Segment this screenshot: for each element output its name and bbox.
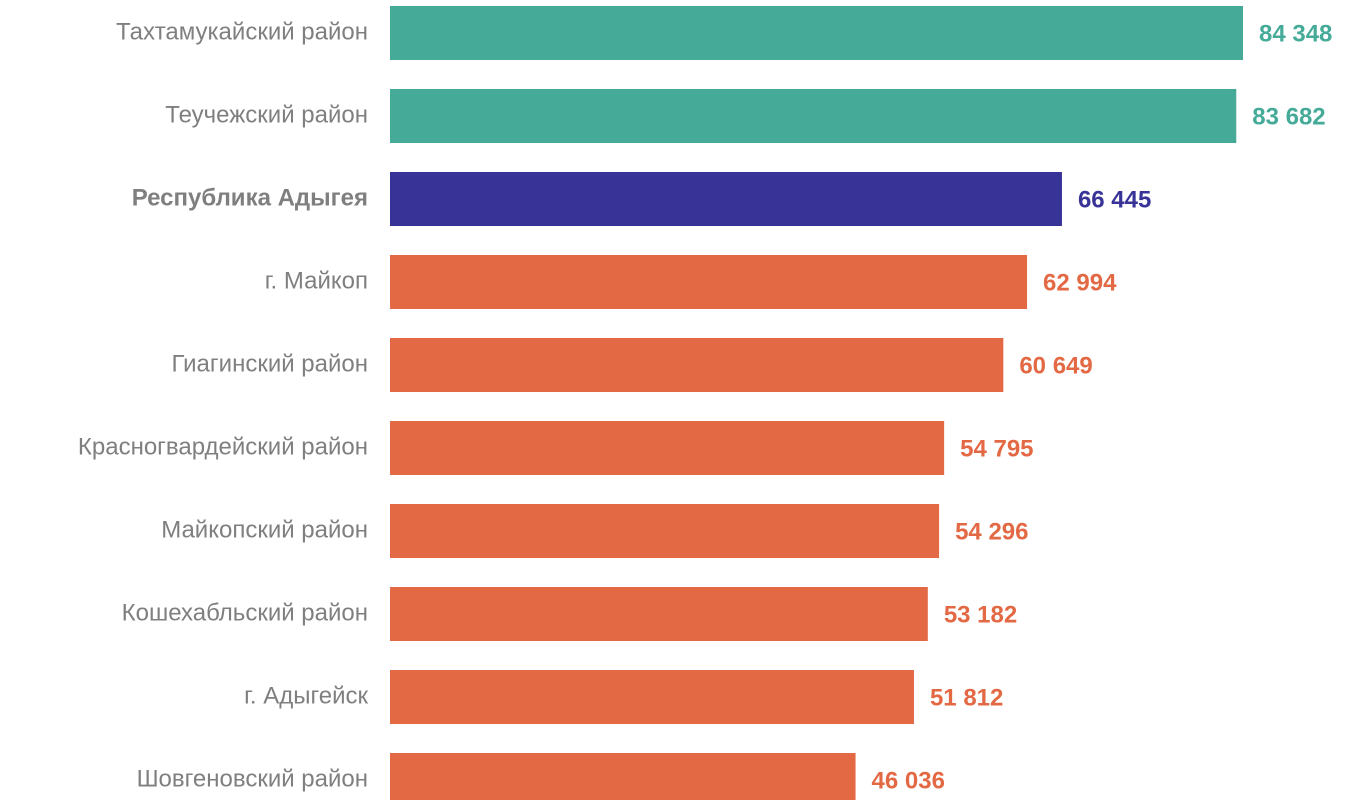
value-label: 54 795 bbox=[960, 435, 1033, 462]
value-label: 46 036 bbox=[872, 767, 945, 794]
bar bbox=[390, 338, 1004, 392]
bar bbox=[390, 753, 856, 805]
category-label: Тахтамукайский район bbox=[116, 18, 368, 45]
category-label: г. Майкоп bbox=[265, 267, 368, 294]
bar bbox=[390, 6, 1243, 60]
category-label: Республика Адыгея bbox=[132, 184, 368, 211]
bar bbox=[390, 504, 940, 558]
value-label: 60 649 bbox=[1019, 352, 1092, 379]
bar bbox=[390, 172, 1062, 226]
bar bbox=[390, 670, 914, 724]
value-label: 62 994 bbox=[1043, 269, 1117, 296]
category-label: Теучежский район bbox=[165, 101, 368, 128]
value-label: 83 682 bbox=[1252, 103, 1325, 130]
value-label: 54 296 bbox=[955, 518, 1028, 545]
category-label: Красногвардейский район bbox=[78, 433, 368, 460]
category-label: Гиагинский район bbox=[172, 350, 369, 377]
bar bbox=[390, 89, 1237, 143]
bar bbox=[390, 255, 1028, 309]
value-label: 51 812 bbox=[930, 684, 1003, 711]
bar bbox=[390, 587, 928, 641]
value-label: 53 182 bbox=[944, 601, 1017, 628]
bar bbox=[390, 421, 945, 475]
category-label: г. Адыгейск bbox=[244, 682, 368, 709]
category-label: Кошехабльский район bbox=[122, 599, 368, 626]
value-label: 84 348 bbox=[1259, 20, 1332, 47]
category-label: Майкопский район bbox=[161, 516, 368, 543]
category-label: Шовгеновский район bbox=[137, 765, 368, 792]
value-label: 66 445 bbox=[1078, 186, 1151, 213]
